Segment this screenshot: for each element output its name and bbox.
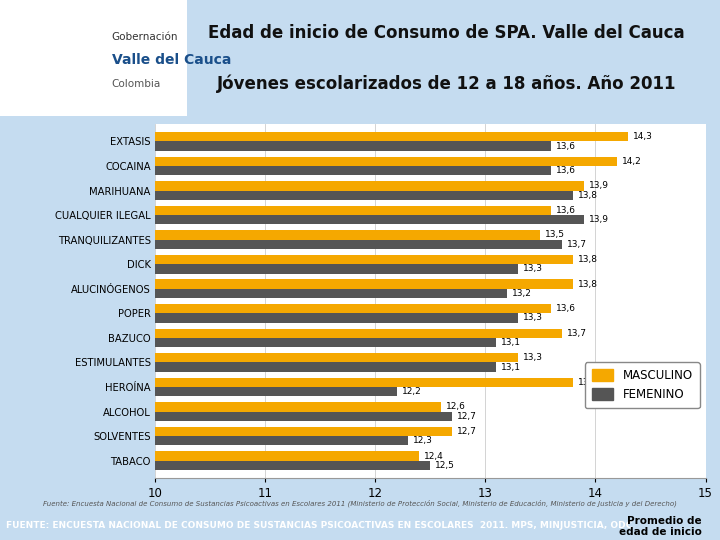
Bar [0,362,496,372]
Bar [0,377,573,387]
Text: Colombia: Colombia [112,79,161,89]
Text: 13,6: 13,6 [556,304,576,313]
Bar [0,411,452,421]
Text: 12,2: 12,2 [402,387,421,396]
Text: 13,6: 13,6 [556,141,576,151]
Bar [0,191,573,200]
Text: 13,1: 13,1 [500,338,521,347]
Text: 12,5: 12,5 [435,461,454,470]
Bar [0,132,629,141]
Text: 13,8: 13,8 [578,191,598,200]
Text: 13,2: 13,2 [512,289,531,298]
Text: 13,6: 13,6 [556,206,576,215]
Bar [0,402,441,411]
Text: 12,7: 12,7 [456,427,477,436]
Text: Fuente: Encuesta Nacional de Consumo de Sustancias Psicoactivas en Escolares 201: Fuente: Encuesta Nacional de Consumo de … [43,500,677,507]
Bar [0,427,452,436]
Text: Edad de inicio de Consumo de SPA. Valle del Cauca: Edad de inicio de Consumo de SPA. Valle … [208,24,685,42]
Bar [0,264,518,274]
Bar [0,328,562,338]
Text: 13,8: 13,8 [578,280,598,288]
Bar [0,338,496,347]
Text: FUENTE: ENCUESTA NACIONAL DE CONSUMO DE SUSTANCIAS PSICOACTIVAS EN ESCOLARES  20: FUENTE: ENCUESTA NACIONAL DE CONSUMO DE … [6,522,632,530]
Bar [0,157,618,166]
Text: 13,1: 13,1 [500,363,521,372]
Text: Jóvenes escolarizados de 12 a 18 años. Año 2011: Jóvenes escolarizados de 12 a 18 años. A… [217,75,676,93]
Bar [0,181,585,191]
Text: 12,6: 12,6 [446,402,466,411]
Text: 14,3: 14,3 [633,132,653,141]
Text: 13,6: 13,6 [556,166,576,175]
Text: 12,3: 12,3 [413,436,433,446]
Bar [0,461,431,470]
Text: 13,5: 13,5 [545,231,564,239]
Text: Valle del Cauca: Valle del Cauca [112,53,231,68]
Text: Gobernación: Gobernación [112,32,178,42]
Text: 12,4: 12,4 [423,451,444,461]
Bar [0,279,573,289]
Text: 13,8: 13,8 [578,378,598,387]
Bar [0,141,552,151]
Bar [0,166,552,176]
Legend: MASCULINO, FEMENINO: MASCULINO, FEMENINO [585,362,700,408]
Bar [0,240,562,249]
Bar [0,353,518,362]
Text: 12,7: 12,7 [456,411,477,421]
Text: 13,9: 13,9 [589,215,609,224]
Bar [0,313,518,323]
Text: 13,3: 13,3 [523,265,543,273]
Text: 13,7: 13,7 [567,329,587,338]
Text: 13,9: 13,9 [589,181,609,191]
Bar [0,289,508,298]
Text: 13,7: 13,7 [567,240,587,249]
Bar [0,215,585,225]
Text: 13,8: 13,8 [578,255,598,264]
Bar [0,230,540,240]
Bar [0,451,419,461]
Text: 13,3: 13,3 [523,314,543,322]
Bar [0,304,552,313]
Bar [0,206,552,215]
Text: 14,2: 14,2 [622,157,642,166]
Bar [0,255,573,264]
Text: 13,3: 13,3 [523,353,543,362]
FancyBboxPatch shape [0,0,187,116]
Text: Promedio de
edad de inicio: Promedio de edad de inicio [619,516,702,537]
Bar [0,436,408,446]
Bar [0,387,397,396]
